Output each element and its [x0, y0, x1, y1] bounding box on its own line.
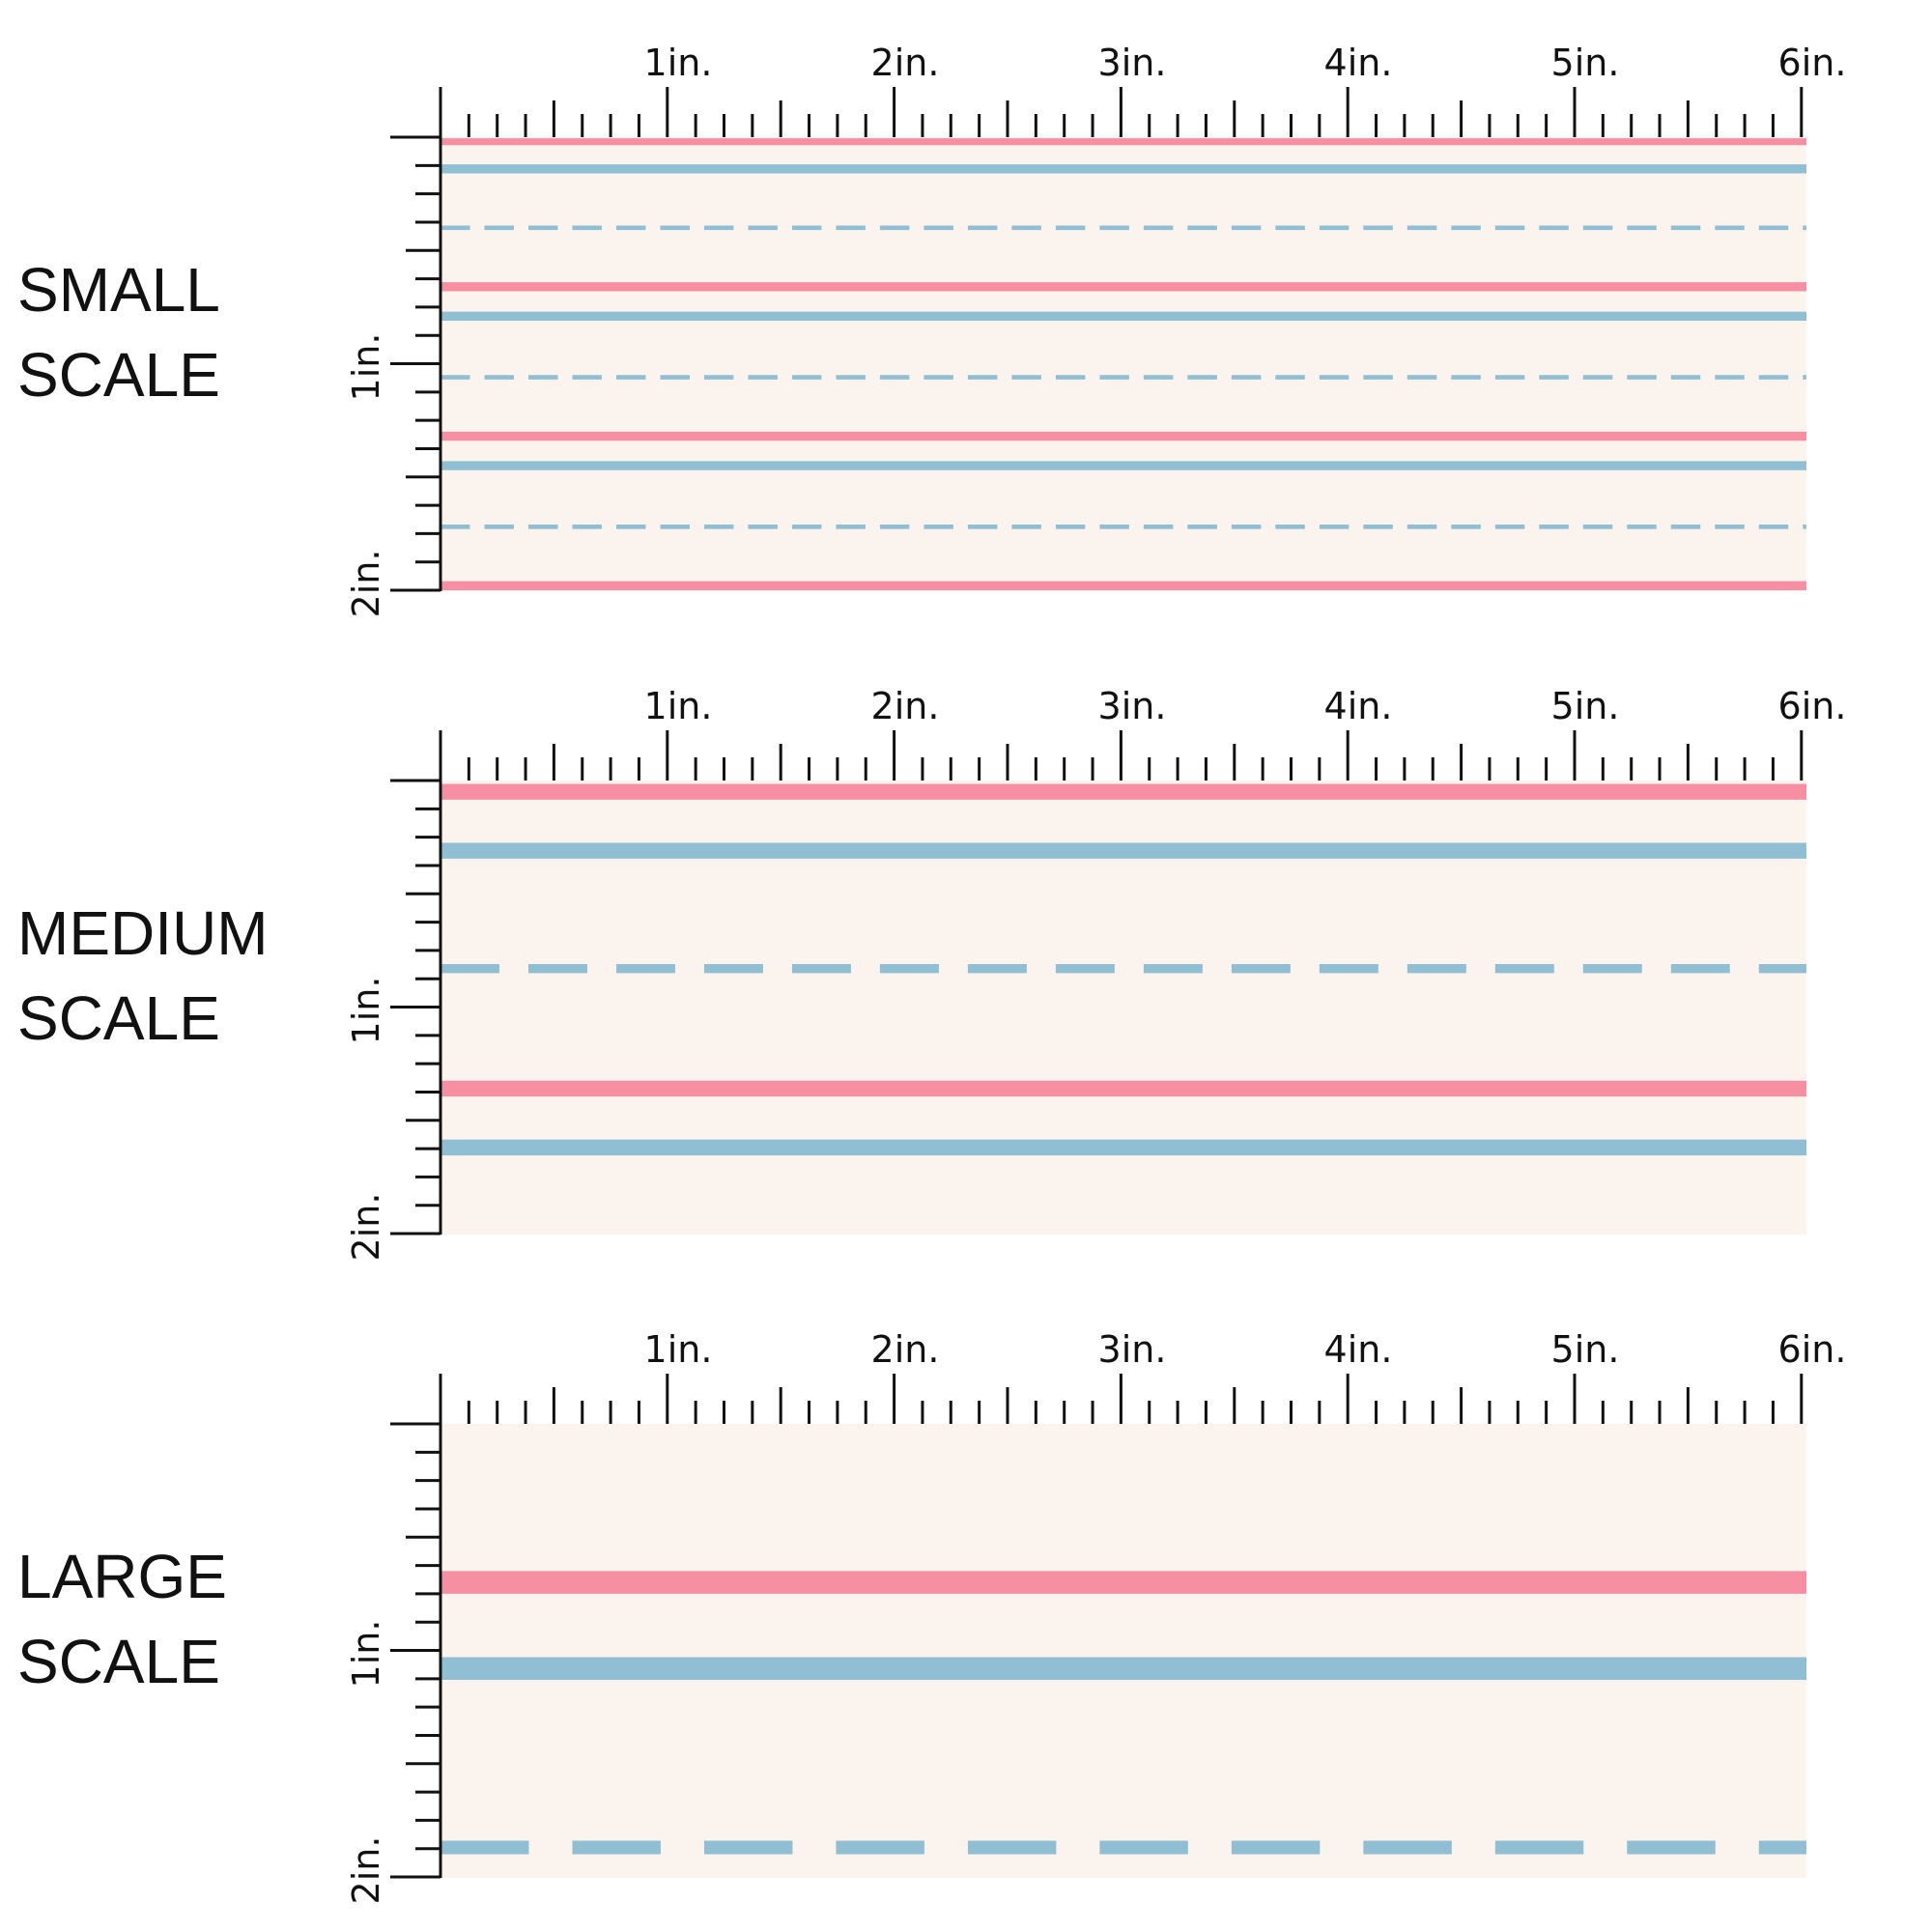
x-label-4in: 4in.: [1324, 685, 1393, 727]
scale-title-line1: SMALL: [17, 255, 220, 325]
y-label-1in: 1in.: [345, 1620, 387, 1689]
scale-title-line2: SCALE: [17, 1627, 220, 1696]
x-label-2in: 2in.: [871, 42, 940, 84]
top-ruler: 1in. 2in. 3in. 4in. 5in. 6in.: [439, 42, 1847, 137]
x-label-4in: 4in.: [1324, 1328, 1393, 1371]
top-ruler: 1in. 2in. 3in. 4in. 5in. 6in.: [439, 1328, 1847, 1424]
x-label-3in: 3in.: [1098, 1328, 1167, 1371]
panel-large: LARGE SCALE 1in. 2in. 3in. 4in. 5in. 6in…: [17, 1328, 1846, 1904]
stripe-group: [440, 1571, 1806, 1855]
x-label-6in: 6in.: [1778, 685, 1847, 727]
x-label-2in: 2in.: [871, 685, 940, 727]
y-label-1in: 1in.: [345, 977, 387, 1045]
scale-title-line1: LARGE: [17, 1542, 227, 1611]
stripe-group: [440, 138, 1806, 590]
panel-small: SMALL SCALE 1in. 2in. 3in. 4in. 5in. 6in…: [17, 42, 1846, 617]
x-label-5in: 5in.: [1551, 42, 1620, 84]
fabric-swatch: [440, 1424, 1806, 1878]
top-ruler: 1in. 2in. 3in. 4in. 5in. 6in.: [439, 685, 1847, 781]
left-ruler: 1in. 2in.: [345, 135, 442, 618]
scale-title-line2: SCALE: [17, 983, 220, 1053]
y-label-2in: 2in.: [345, 550, 387, 618]
x-label-1in: 1in.: [644, 42, 713, 84]
x-label-3in: 3in.: [1098, 42, 1167, 84]
y-label-2in: 2in.: [345, 1193, 387, 1262]
y-label-1in: 1in.: [345, 333, 387, 402]
x-label-5in: 5in.: [1551, 1328, 1620, 1371]
stripe-group: [440, 783, 1806, 1156]
x-label-2in: 2in.: [871, 1328, 940, 1371]
scale-title-line1: MEDIUM: [17, 898, 269, 968]
fabric-swatch: [440, 137, 1806, 591]
x-label-3in: 3in.: [1098, 685, 1167, 727]
x-label-5in: 5in.: [1551, 685, 1620, 727]
panel-medium: MEDIUM SCALE 1in. 2in. 3in. 4in. 5in. 6i…: [17, 685, 1846, 1261]
x-label-1in: 1in.: [644, 685, 713, 727]
scale-title-line2: SCALE: [17, 340, 220, 410]
x-label-1in: 1in.: [644, 1328, 713, 1371]
x-label-6in: 6in.: [1778, 42, 1847, 84]
x-label-4in: 4in.: [1324, 42, 1393, 84]
left-ruler: 1in. 2in.: [345, 1422, 442, 1905]
x-label-6in: 6in.: [1778, 1328, 1847, 1371]
y-label-2in: 2in.: [345, 1836, 387, 1905]
left-ruler: 1in. 2in.: [345, 779, 442, 1262]
